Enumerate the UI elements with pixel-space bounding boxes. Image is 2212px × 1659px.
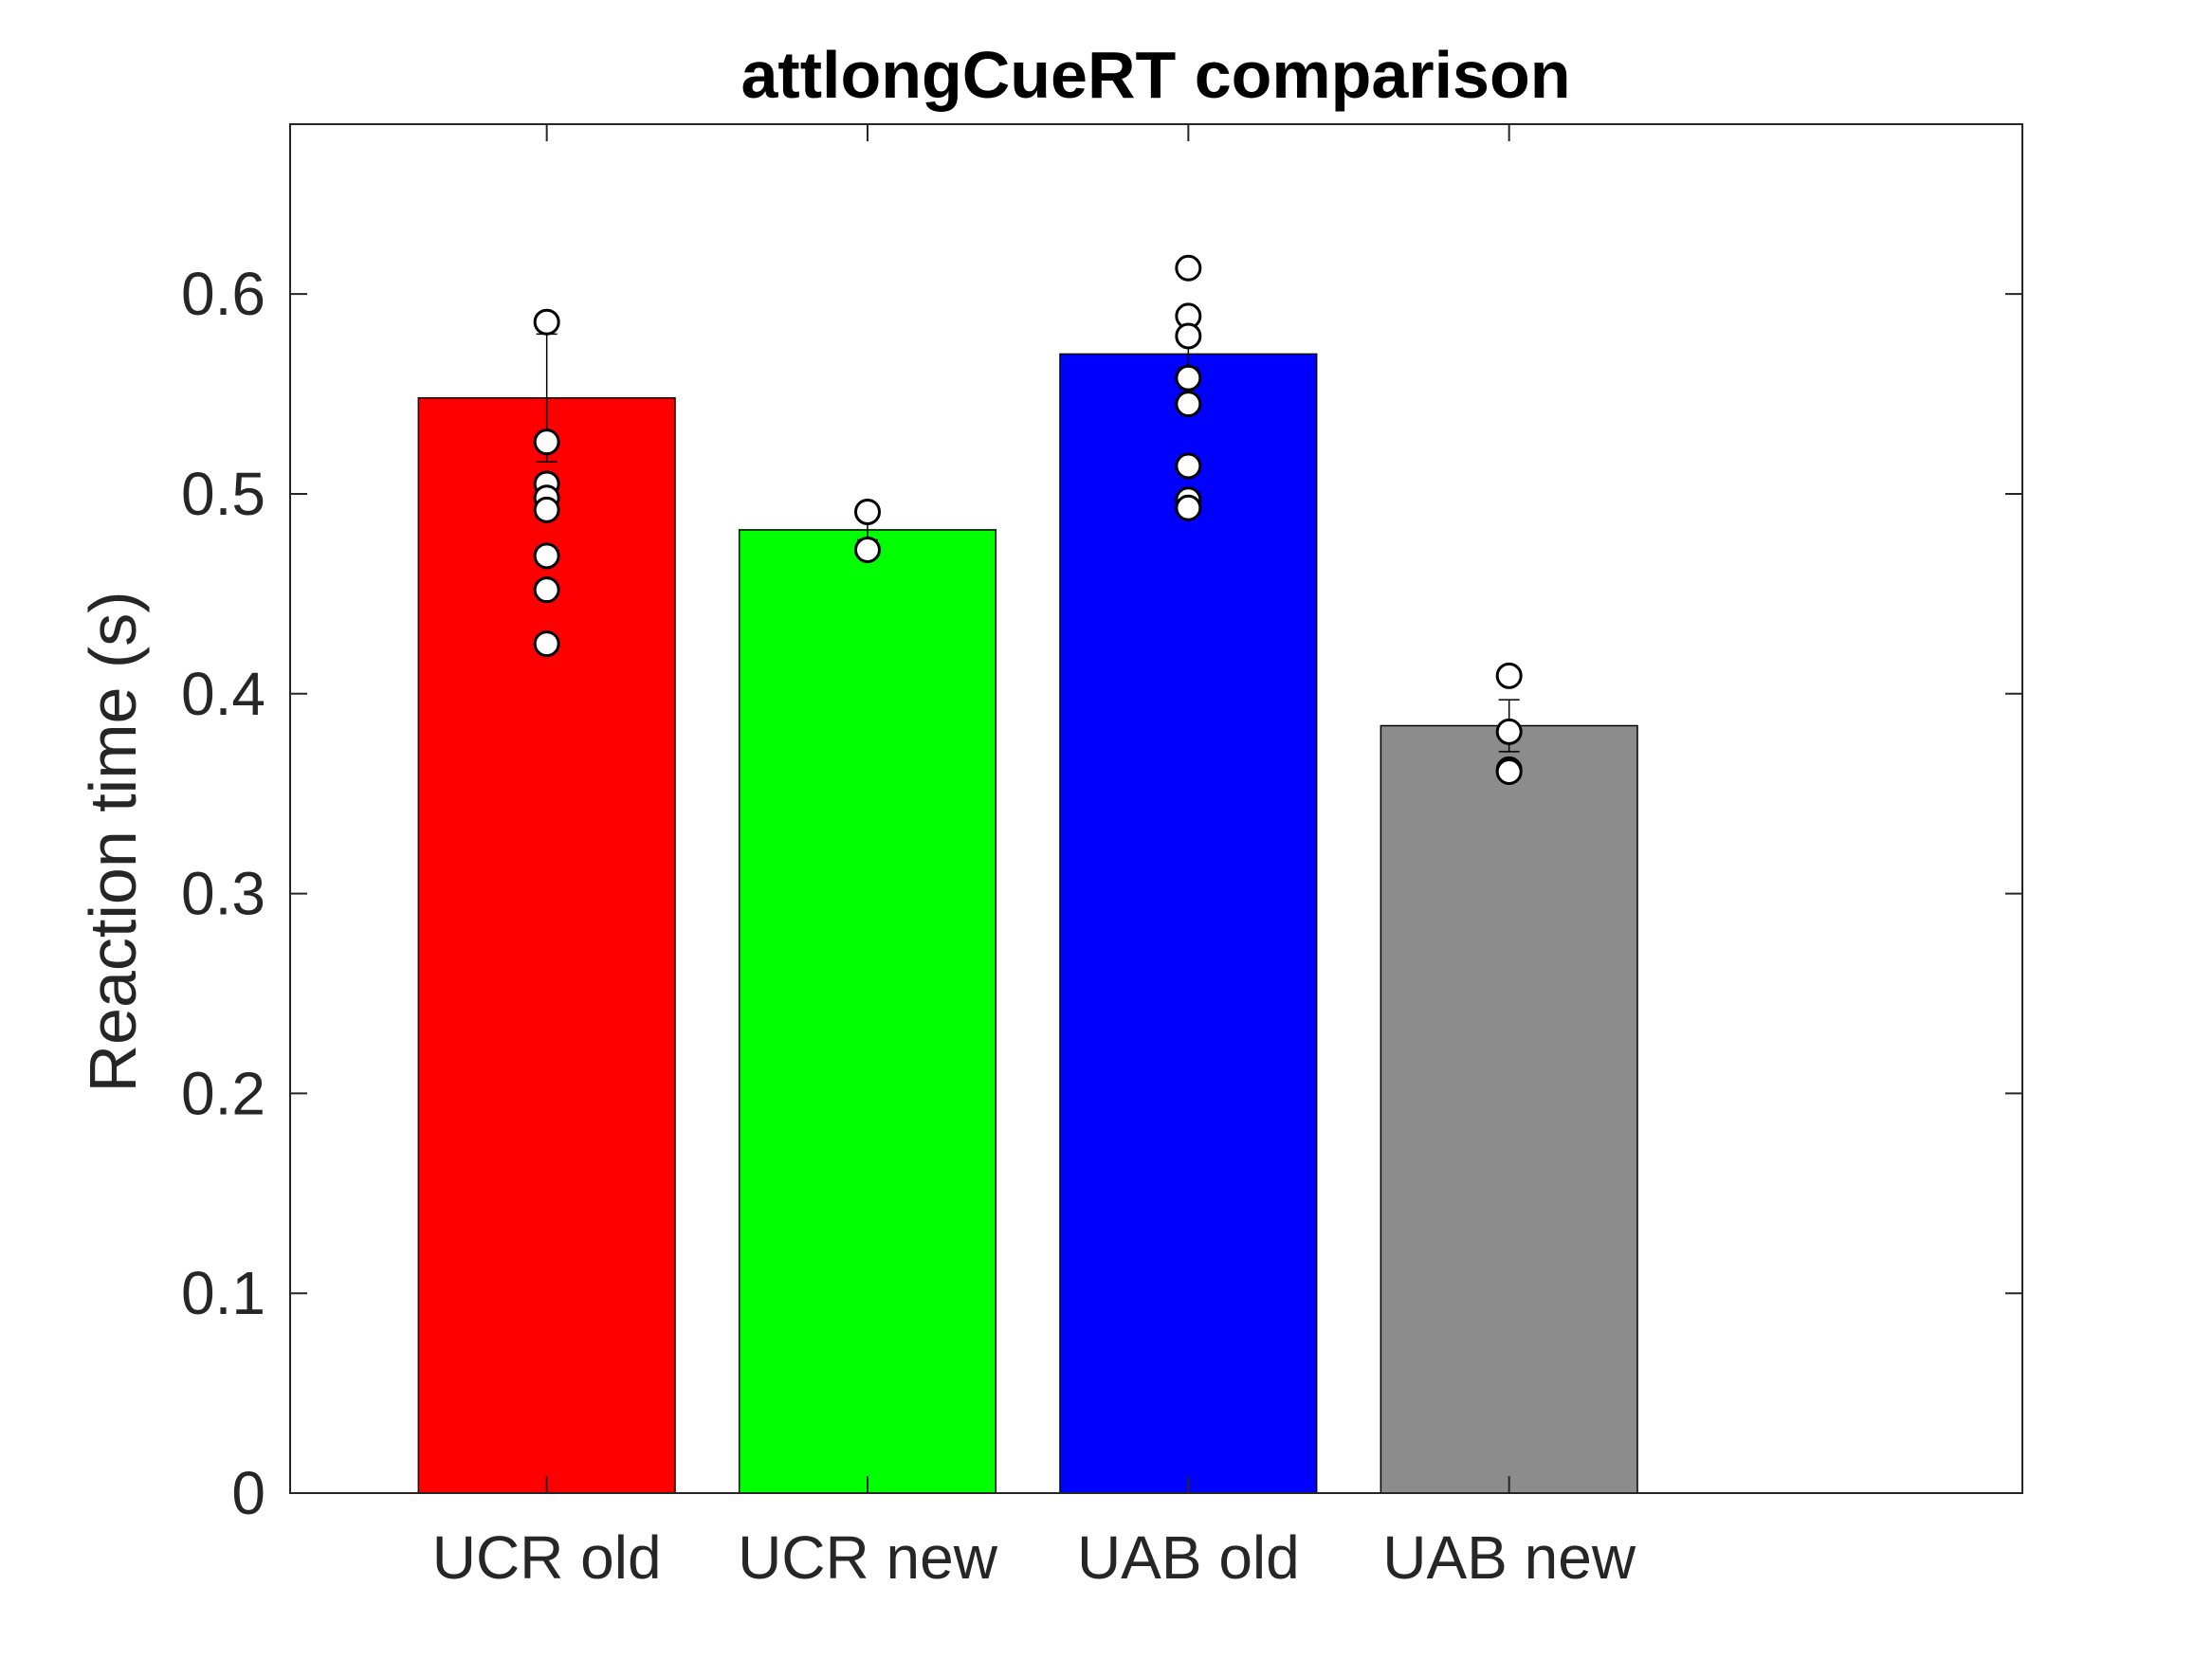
x-tick-label: UCR old	[432, 1523, 662, 1592]
x-tick-labels: UCR old UCR new UAB old UAB new	[432, 1523, 1636, 1592]
data-point	[1175, 322, 1202, 350]
data-point	[1175, 452, 1202, 480]
data-point	[1175, 494, 1202, 521]
y-tick-label: 0.2	[181, 1059, 265, 1127]
y-tick-label: 0.5	[181, 460, 265, 528]
chart-title: attlongCueRT comparison	[740, 38, 1570, 112]
y-axis-label: Reaction time (s)	[76, 591, 150, 1092]
y-tick-labels: 0 0.1 0.2 0.3 0.4 0.5 0.6	[181, 260, 265, 1527]
data-point	[533, 542, 560, 570]
y-tick-label: 0.6	[181, 260, 265, 328]
data-point	[533, 308, 560, 336]
data-point	[1495, 718, 1523, 745]
data-point	[1495, 758, 1523, 786]
bar	[1059, 353, 1318, 1494]
bar	[738, 529, 997, 1494]
data-point	[854, 537, 881, 564]
data-points-layer	[533, 254, 1523, 786]
data-point	[533, 428, 560, 456]
data-point	[1175, 391, 1202, 418]
data-point	[533, 630, 560, 658]
y-tick-label: 0.4	[181, 660, 265, 728]
ticks-layer	[290, 124, 2022, 1494]
bars-layer	[417, 353, 1638, 1494]
data-point	[1175, 254, 1202, 282]
x-tick-label: UAB old	[1077, 1523, 1300, 1592]
data-point	[854, 498, 881, 525]
data-point	[1175, 364, 1202, 392]
y-tick-label: 0.1	[181, 1259, 265, 1327]
data-point	[533, 496, 560, 523]
axes-box	[289, 123, 2023, 1494]
y-tick-label: 0	[231, 1459, 265, 1527]
bar	[1380, 724, 1638, 1494]
data-point	[1495, 662, 1523, 689]
data-point	[533, 576, 560, 604]
y-tick-label: 0.3	[181, 860, 265, 928]
x-tick-label: UCR new	[738, 1523, 998, 1592]
x-tick-label: UAB new	[1382, 1523, 1636, 1592]
